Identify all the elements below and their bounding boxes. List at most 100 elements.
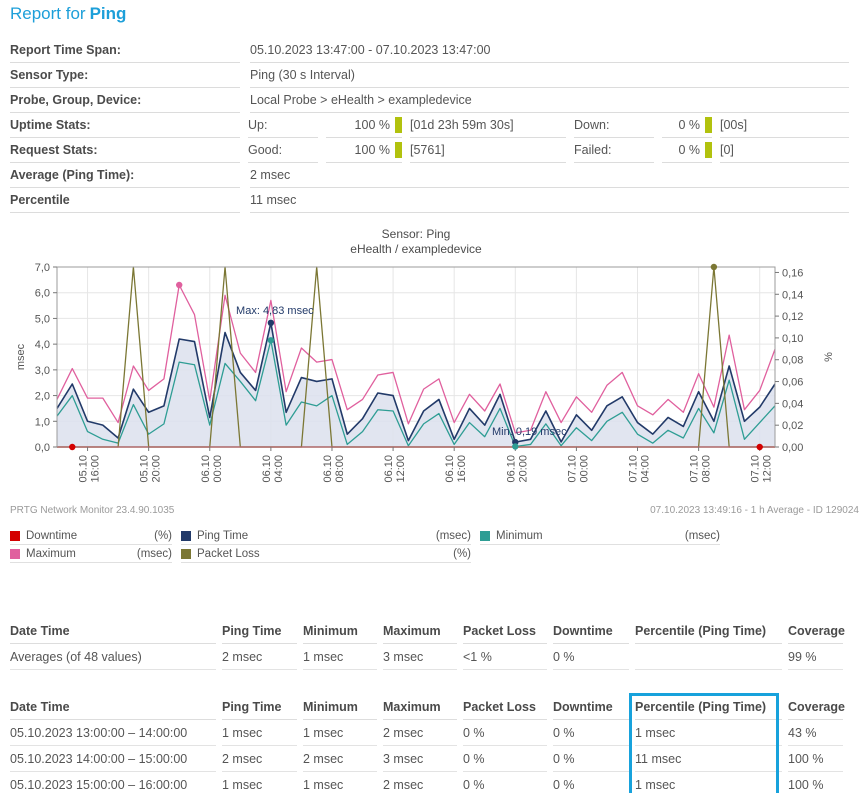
average-row: Average (Ping Time): 2 msec — [10, 163, 849, 188]
table-cell: 100 % — [788, 746, 843, 772]
column-header: Packet Loss — [463, 695, 547, 720]
svg-text:20:00: 20:00 — [517, 455, 529, 483]
table-cell: 1 msec — [635, 772, 782, 793]
column-header: Coverage — [788, 619, 845, 644]
uptime-down-duration: [00s] — [720, 113, 849, 138]
request-good-count: [5761] — [410, 138, 566, 163]
table-cell: 05.10.2023 14:00:00 – 15:00:00 — [10, 746, 216, 772]
probe-group-device-label: Probe, Group, Device: — [10, 88, 240, 113]
downtime-swatch-icon — [10, 530, 20, 541]
series-maximum-line — [56, 284, 776, 434]
svg-text:07.10: 07.10 — [750, 455, 762, 483]
column-header: Maximum — [383, 695, 457, 720]
table-cell: 05.10.2023 15:00:00 – 16:00:00 — [10, 772, 216, 793]
svg-text:0,16: 0,16 — [782, 267, 803, 279]
column-header: Minimum — [303, 619, 377, 644]
page-title-sensor: Ping — [89, 4, 127, 23]
ping-chart: 0,0 1,0 2,0 3,0 4,0 5,0 6,0 7,0 0,00 0,02 0,04 0,06… — [10, 262, 859, 516]
table-cell — [635, 644, 782, 670]
series-ping-time-line — [56, 322, 776, 443]
svg-text:7,0: 7,0 — [35, 262, 50, 274]
probe-group-device-value: Local Probe > eHealth > exampledevice — [250, 88, 849, 113]
table-cell: 2 msec — [222, 746, 297, 772]
svg-text:0,0: 0,0 — [35, 442, 50, 454]
svg-text:16:00: 16:00 — [90, 455, 102, 483]
chart-footer-left: PRTG Network Monitor 23.4.90.1035 — [10, 505, 175, 516]
svg-text:06.10: 06.10 — [505, 455, 517, 483]
svg-text:00:00: 00:00 — [578, 455, 590, 483]
svg-text:0,06: 0,06 — [782, 377, 803, 389]
svg-text:6,0: 6,0 — [35, 288, 50, 300]
legend-item-ping-time: Ping Time (msec) — [181, 527, 471, 545]
uptime-up-percent: 100 % — [354, 118, 390, 132]
page-title-prefix: Report for — [10, 4, 86, 23]
request-failed-key: Failed: — [574, 138, 654, 163]
request-good-percent: 100 % — [354, 143, 390, 157]
request-failed-percent: 0 % — [678, 143, 700, 157]
svg-text:06.10: 06.10 — [444, 455, 456, 483]
table-cell: 2 msec — [383, 772, 457, 793]
column-header: Downtime — [553, 695, 629, 720]
probe-group-device-row: Probe, Group, Device: Local Probe > eHea… — [10, 88, 849, 113]
svg-text:12:00: 12:00 — [762, 455, 774, 483]
ping-time-area-fill — [57, 322, 775, 447]
svg-text:00:00: 00:00 — [212, 455, 224, 483]
uptime-up-status-bar — [395, 117, 402, 133]
request-stats-label: Request Stats: — [10, 138, 240, 163]
table-cell: 1 msec — [222, 772, 297, 793]
chart-title: Sensor: Ping — [381, 227, 451, 241]
svg-text:0,00: 0,00 — [782, 442, 803, 454]
column-header: Percentile (Ping Time) — [635, 619, 782, 644]
svg-text:06.10: 06.10 — [383, 455, 395, 483]
svg-text:05.10: 05.10 — [139, 455, 151, 483]
report-time-span-row: Report Time Span: 05.10.2023 13:47:00 - … — [10, 38, 849, 63]
legend-unit: (msec) — [136, 547, 172, 560]
table-cell: Averages (of 48 values) — [10, 644, 216, 670]
column-header: Minimum — [303, 695, 377, 720]
chart-section: Sensor: Ping eHealth / exampledevice 0,0… — [10, 227, 859, 519]
svg-text:04:00: 04:00 — [273, 455, 285, 483]
svg-text:3,0: 3,0 — [35, 365, 50, 377]
chart-footer-right: 07.10.2023 13:49:16 - 1 h Average - ID 1… — [650, 505, 859, 516]
table-cell: 2 msec — [383, 720, 457, 746]
svg-text:0,14: 0,14 — [782, 289, 803, 301]
request-stats-row: Request Stats: Good: 100 % [5761] Failed… — [10, 138, 849, 163]
legend-name: Maximum — [26, 547, 76, 560]
svg-text:05.10: 05.10 — [78, 455, 90, 483]
table-cell: 0 % — [553, 720, 629, 746]
legend-unit: (msec) — [684, 529, 720, 542]
table-cell: 100 % — [788, 772, 843, 793]
left-axis-unit-label: msec — [15, 343, 27, 370]
column-header: Percentile (Ping Time) — [635, 695, 782, 720]
table-cell: <1 % — [463, 644, 547, 670]
svg-text:06.10: 06.10 — [322, 455, 334, 483]
hourly-table-wrap: Date Time Ping Time Minimum Maximum Packet L… — [10, 693, 849, 793]
column-header: Ping Time — [222, 695, 297, 720]
marker-minimum — [267, 337, 275, 344]
legend-name: Downtime — [26, 529, 78, 542]
average-label: Average (Ping Time): — [10, 163, 240, 188]
legend-item-maximum: Maximum (msec) — [10, 545, 172, 563]
maximum-swatch-icon — [10, 548, 20, 559]
percentile-label: Percentile — [10, 188, 240, 213]
svg-text:2,0: 2,0 — [35, 391, 50, 403]
svg-text:0,04: 0,04 — [782, 398, 803, 410]
table-cell: 0 % — [553, 644, 629, 670]
legend-unit: (msec) — [435, 529, 471, 542]
column-header: Coverage — [788, 695, 845, 720]
chart-axes: 0,0 1,0 2,0 3,0 4,0 5,0 6,0 7,0 0,00 0,02 0,04 0,06… — [35, 262, 804, 483]
report-time-span-value: 05.10.2023 13:47:00 - 07.10.2023 13:47:0… — [250, 38, 849, 63]
table-cell: 1 msec — [303, 644, 377, 670]
report-time-span-label: Report Time Span: — [10, 38, 240, 63]
chart-series — [56, 266, 776, 448]
svg-text:08:00: 08:00 — [701, 455, 713, 483]
uptime-up-key: Up: — [248, 113, 318, 138]
plot-frame — [56, 266, 776, 448]
packet-loss-swatch-icon — [181, 548, 191, 559]
page-title: Report for Ping — [10, 2, 849, 26]
chart-annotation: Max: 4,83 msec — [236, 305, 314, 317]
chart-subtitle: eHealth / exampledevice — [350, 242, 482, 256]
svg-text:08:00: 08:00 — [334, 455, 346, 483]
svg-text:0,02: 0,02 — [782, 420, 803, 432]
